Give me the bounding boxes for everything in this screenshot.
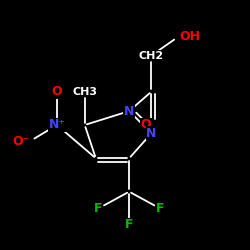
Text: O⁻: O⁻ (12, 135, 29, 148)
Text: O: O (141, 118, 152, 132)
Text: OH: OH (179, 30, 200, 43)
Text: N⁺: N⁺ (48, 118, 66, 132)
Text: F: F (156, 202, 164, 215)
Text: CH2: CH2 (139, 50, 164, 60)
Text: F: F (125, 218, 134, 232)
Text: O: O (52, 85, 62, 98)
Text: N: N (146, 127, 156, 140)
Text: CH3: CH3 (72, 87, 97, 97)
Text: N: N (124, 104, 134, 118)
Text: F: F (94, 202, 103, 215)
